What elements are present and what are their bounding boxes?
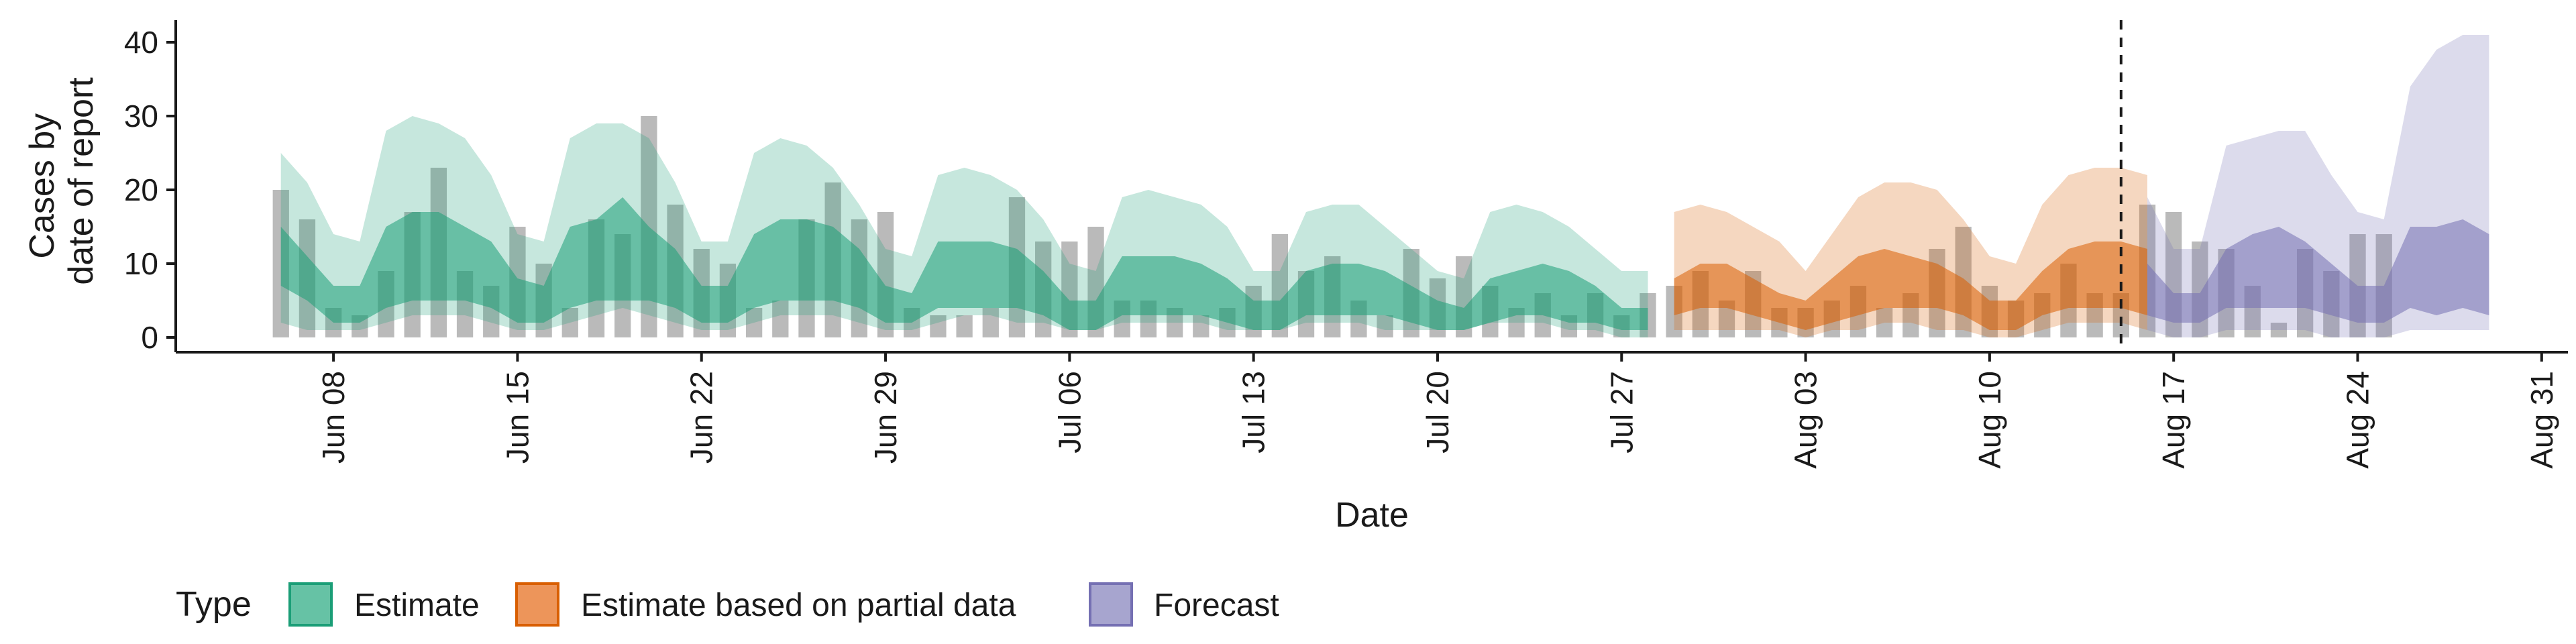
legend-key-estimate xyxy=(288,582,333,627)
y-axis-title: Cases by date of report xyxy=(23,77,101,285)
x-tick-label: Aug 10 xyxy=(1972,371,2007,469)
observed-bar xyxy=(1876,308,1893,337)
y-tick-label: 30 xyxy=(124,99,158,133)
legend-label-partial: Estimate based on partial data xyxy=(581,588,1016,623)
x-tick-label: Jun 22 xyxy=(684,371,719,464)
y-tick-label: 20 xyxy=(124,172,158,207)
legend-title: Type xyxy=(176,585,252,624)
observed-bar xyxy=(2270,323,2288,337)
x-tick-label: Aug 03 xyxy=(1788,371,1823,469)
observed-bar xyxy=(561,308,578,337)
x-tick-label: Jul 13 xyxy=(1236,371,1271,453)
x-tick-label: Jul 27 xyxy=(1604,371,1639,453)
x-tick-label: Jun 29 xyxy=(868,371,903,464)
observed-bar xyxy=(772,301,789,337)
y-ticks: 0 10 20 30 40 xyxy=(124,25,176,355)
legend-key-forecast xyxy=(1089,582,1133,627)
y-axis-title-line-1: Cases by xyxy=(23,113,62,259)
x-tick-label: Aug 17 xyxy=(2156,371,2191,469)
observed-bar xyxy=(1193,315,1210,337)
observed-bar xyxy=(930,315,947,337)
y-tick-label: 40 xyxy=(124,25,158,60)
x-axis-title: Date xyxy=(1335,496,1409,535)
partial-inner-ribbon xyxy=(1674,241,2147,330)
observed-bar xyxy=(956,315,973,337)
x-tick-label: Jul 20 xyxy=(1420,371,1455,453)
y-tick-label: 0 xyxy=(141,320,158,355)
observed-bar xyxy=(745,308,763,337)
forecast-inner-ribbon xyxy=(2147,219,2489,323)
x-tick-label: Aug 24 xyxy=(2341,371,2375,469)
x-tick-label: Jul 06 xyxy=(1052,371,1087,453)
x-tick-label: Aug 31 xyxy=(2524,371,2559,469)
y-axis-title-line-2: date of report xyxy=(62,77,101,285)
x-tick-label: Jun 15 xyxy=(500,371,535,464)
legend-label-estimate: Estimate xyxy=(354,588,480,623)
observed-bar xyxy=(982,308,999,337)
x-ticks: Jun 08 Jun 15 Jun 22 Jun 29 Jul 06 Jul 13 Jul … xyxy=(316,352,2559,469)
estimate-ribbons xyxy=(280,35,2489,337)
x-tick-label: Jun 08 xyxy=(316,371,351,464)
legend-key-partial xyxy=(515,582,559,627)
y-tick-label: 10 xyxy=(124,246,158,281)
observed-bar xyxy=(1377,315,1393,337)
estimate-inner-ribbon xyxy=(280,197,1648,330)
legend: Type Estimate Estimate based on partial … xyxy=(176,582,1279,627)
legend-label-forecast: Forecast xyxy=(1154,588,1279,623)
